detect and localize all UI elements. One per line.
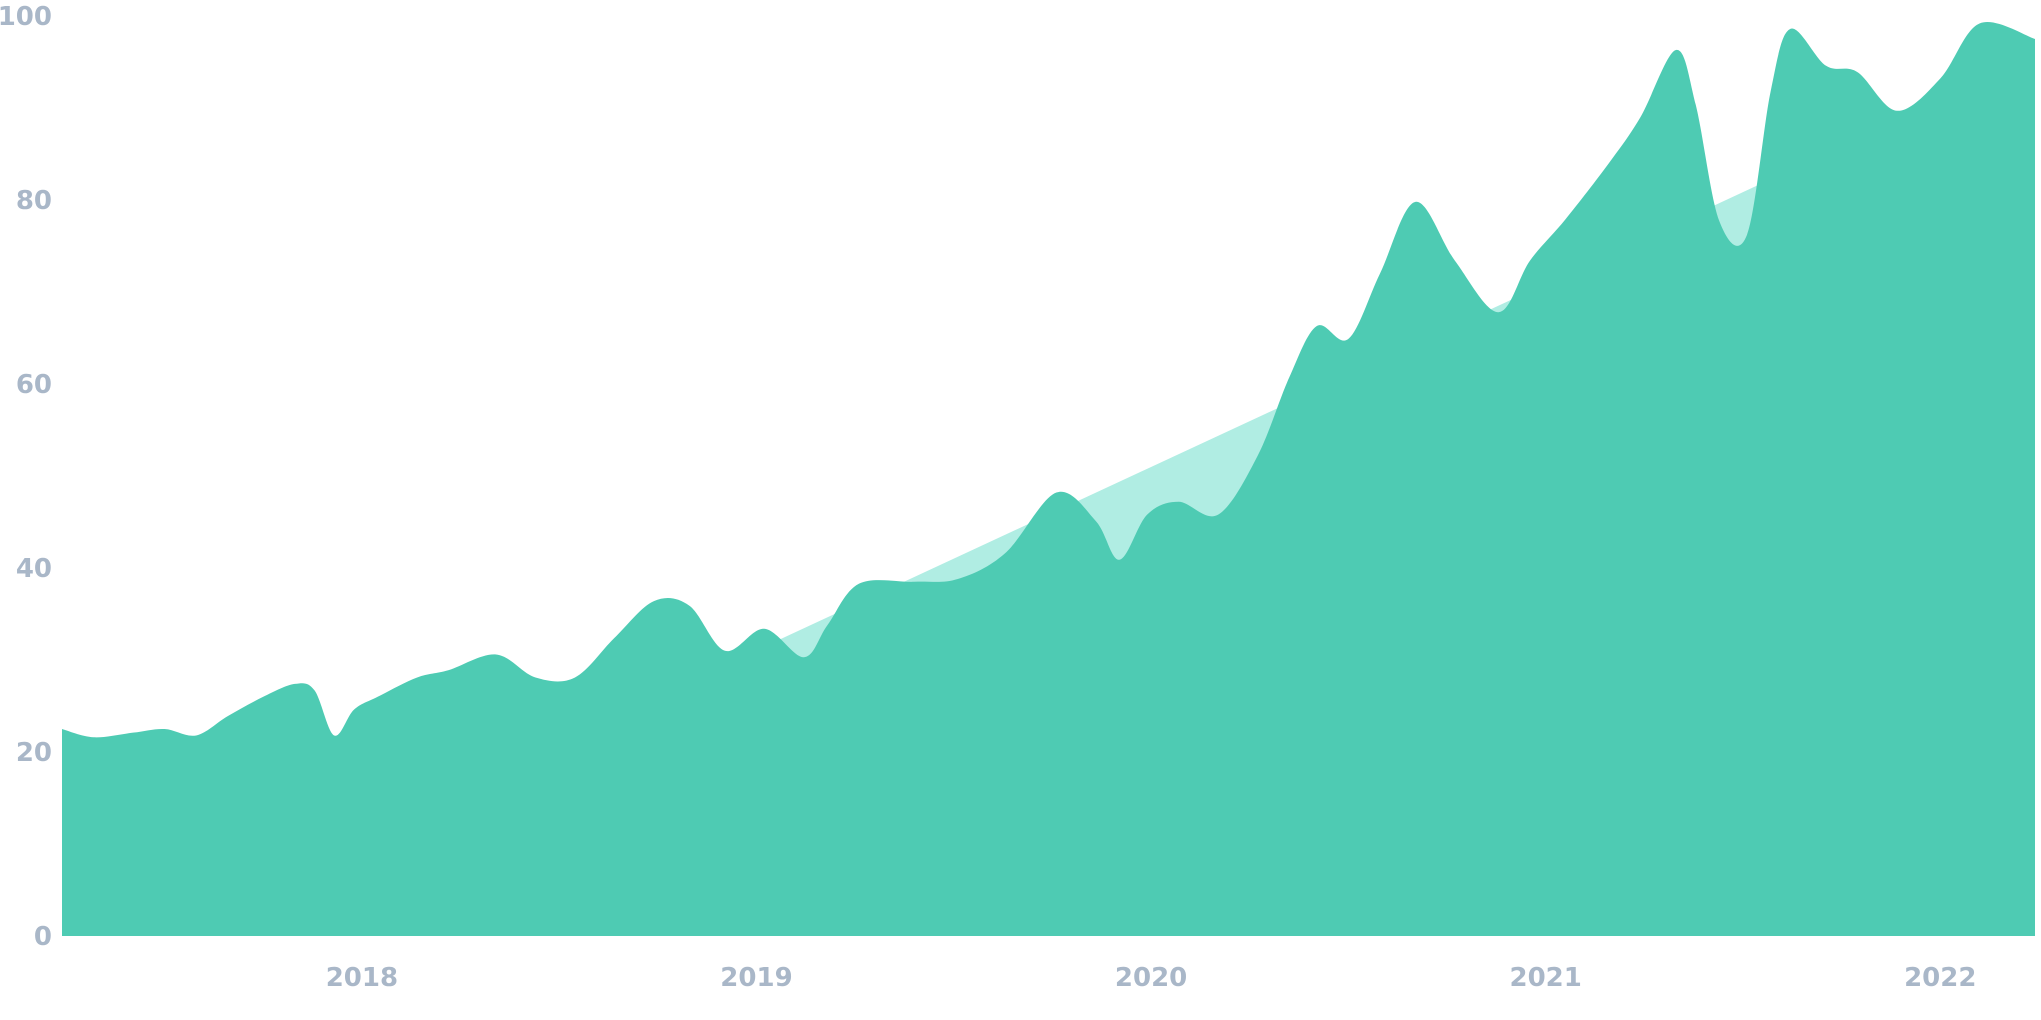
x-tick-label: 2018 xyxy=(326,963,398,993)
x-tick-label: 2020 xyxy=(1115,963,1187,993)
x-tick-label: 2019 xyxy=(720,963,792,993)
y-tick-label: 20 xyxy=(16,738,52,768)
series-area xyxy=(62,22,2035,936)
x-tick-label: 2021 xyxy=(1510,963,1582,993)
y-tick-label: 40 xyxy=(16,554,52,584)
x-axis: 2018 2019 2020 2021 2022 xyxy=(326,963,1977,993)
x-tick-label: 2022 xyxy=(1904,963,1976,993)
y-tick-label: 80 xyxy=(16,186,52,216)
y-tick-label: 0 xyxy=(34,922,52,952)
series-area-layer xyxy=(62,22,2035,936)
y-tick-label: 100 xyxy=(0,2,52,32)
y-tick-label: 60 xyxy=(16,370,52,400)
y-axis: 0 20 40 60 80 100 xyxy=(0,2,52,952)
